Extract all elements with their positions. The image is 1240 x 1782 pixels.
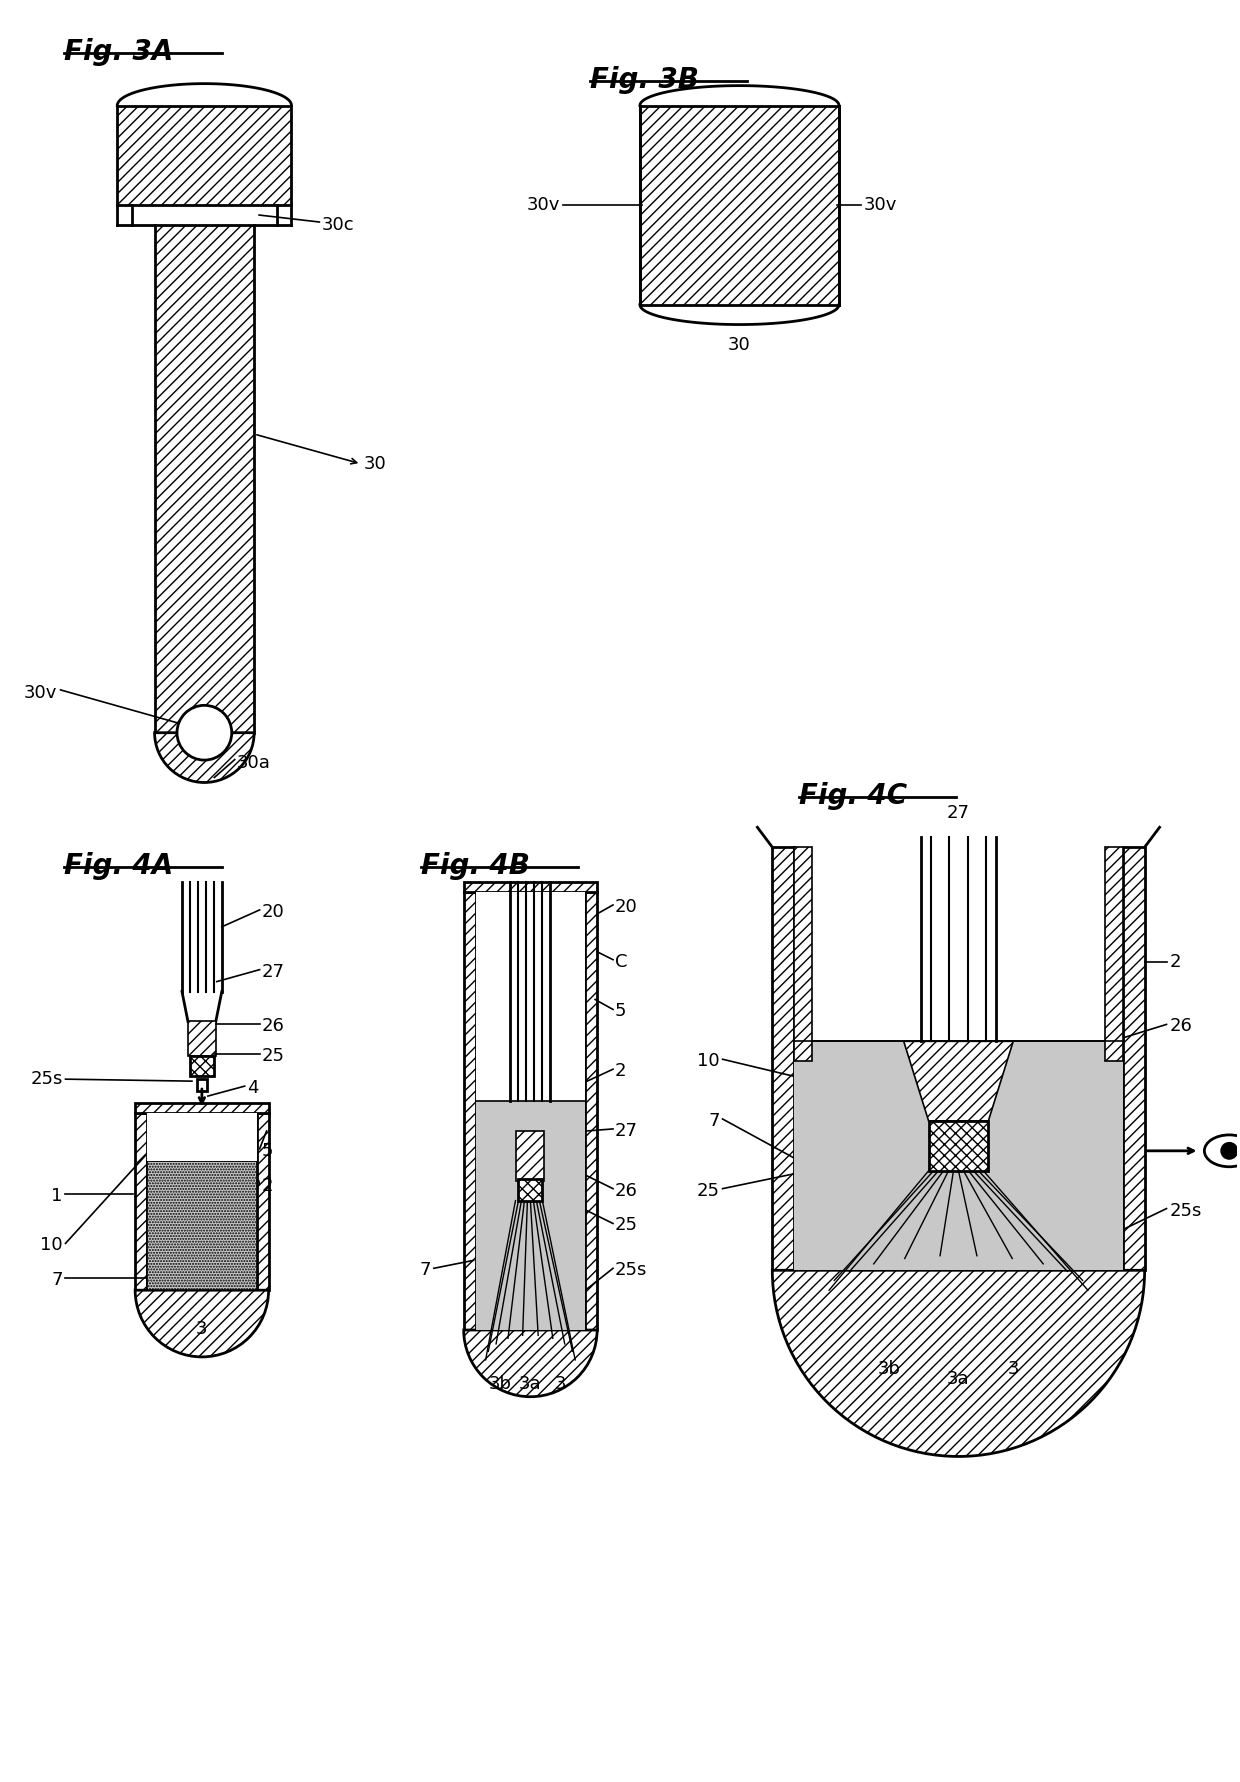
- Text: 30v: 30v: [24, 684, 57, 702]
- Text: 30v: 30v: [527, 196, 560, 214]
- Bar: [476, 893, 585, 1101]
- Bar: [148, 1160, 257, 1290]
- Bar: [257, 1114, 269, 1290]
- Text: 3: 3: [554, 1376, 565, 1394]
- Text: 25s: 25s: [30, 1071, 62, 1089]
- Text: 3a: 3a: [947, 1370, 970, 1388]
- Text: Fig. 3B: Fig. 3B: [590, 66, 699, 94]
- Text: 10: 10: [40, 1237, 62, 1255]
- Text: 20: 20: [615, 898, 637, 916]
- Bar: [794, 1041, 1122, 1271]
- Text: 25s: 25s: [615, 1262, 647, 1279]
- Circle shape: [177, 706, 232, 761]
- Text: 30c: 30c: [321, 216, 353, 233]
- Text: Fig. 4C: Fig. 4C: [800, 782, 908, 811]
- Bar: [640, 105, 839, 305]
- Text: 27: 27: [262, 962, 285, 980]
- Wedge shape: [464, 1329, 598, 1397]
- Text: 2: 2: [615, 1062, 626, 1080]
- Circle shape: [1220, 1142, 1239, 1160]
- Text: 3: 3: [1007, 1360, 1019, 1377]
- Text: 3b: 3b: [877, 1360, 900, 1377]
- Text: 3b: 3b: [489, 1376, 512, 1394]
- Text: 30: 30: [728, 337, 751, 355]
- Text: 25: 25: [615, 1217, 639, 1235]
- Text: Fig. 4A: Fig. 4A: [64, 852, 174, 880]
- Text: 25s: 25s: [1169, 1201, 1202, 1219]
- Bar: [118, 105, 291, 205]
- Wedge shape: [773, 1271, 1145, 1456]
- Bar: [517, 1132, 544, 1181]
- Text: 30: 30: [365, 454, 387, 472]
- Bar: [1122, 846, 1145, 1271]
- Bar: [135, 1103, 269, 1114]
- Text: 4: 4: [247, 1080, 258, 1098]
- Bar: [464, 893, 476, 1329]
- Text: 26: 26: [262, 1018, 284, 1035]
- Text: Fig. 3A: Fig. 3A: [64, 37, 174, 66]
- Text: 26: 26: [1169, 1018, 1193, 1035]
- Bar: [794, 846, 1122, 1041]
- Text: 7: 7: [708, 1112, 719, 1130]
- Bar: [773, 846, 794, 1271]
- Text: 2: 2: [1169, 953, 1180, 971]
- Bar: [1105, 846, 1122, 1062]
- Text: 3a: 3a: [520, 1376, 542, 1394]
- Text: 30v: 30v: [864, 196, 898, 214]
- Bar: [476, 1101, 585, 1329]
- Text: 5: 5: [262, 1142, 273, 1160]
- Wedge shape: [155, 732, 254, 782]
- Text: 1: 1: [51, 1187, 62, 1205]
- Text: 27: 27: [947, 804, 970, 822]
- Bar: [518, 1178, 542, 1201]
- Bar: [585, 893, 598, 1329]
- Bar: [188, 1021, 216, 1057]
- Text: 2: 2: [262, 1176, 273, 1194]
- Polygon shape: [904, 1041, 1013, 1121]
- Bar: [197, 1080, 207, 1091]
- Bar: [464, 882, 598, 893]
- Text: 7: 7: [419, 1262, 430, 1279]
- Text: 3: 3: [196, 1320, 207, 1338]
- Bar: [794, 846, 812, 1062]
- Text: 30a: 30a: [237, 754, 270, 772]
- Bar: [135, 1114, 148, 1290]
- Text: Fig. 4B: Fig. 4B: [420, 852, 529, 880]
- Bar: [148, 1114, 257, 1160]
- Bar: [929, 1121, 988, 1171]
- Text: 5: 5: [615, 1003, 626, 1021]
- Bar: [190, 1057, 213, 1076]
- Text: C: C: [615, 953, 627, 971]
- Text: 7: 7: [51, 1271, 62, 1288]
- Wedge shape: [135, 1290, 269, 1356]
- Text: 27: 27: [615, 1123, 639, 1140]
- Text: 25: 25: [262, 1048, 285, 1066]
- Text: 10: 10: [697, 1051, 719, 1071]
- Ellipse shape: [1204, 1135, 1240, 1167]
- Bar: [155, 225, 254, 732]
- Text: 25: 25: [697, 1181, 719, 1199]
- Text: 20: 20: [262, 903, 284, 921]
- Text: 26: 26: [615, 1181, 637, 1199]
